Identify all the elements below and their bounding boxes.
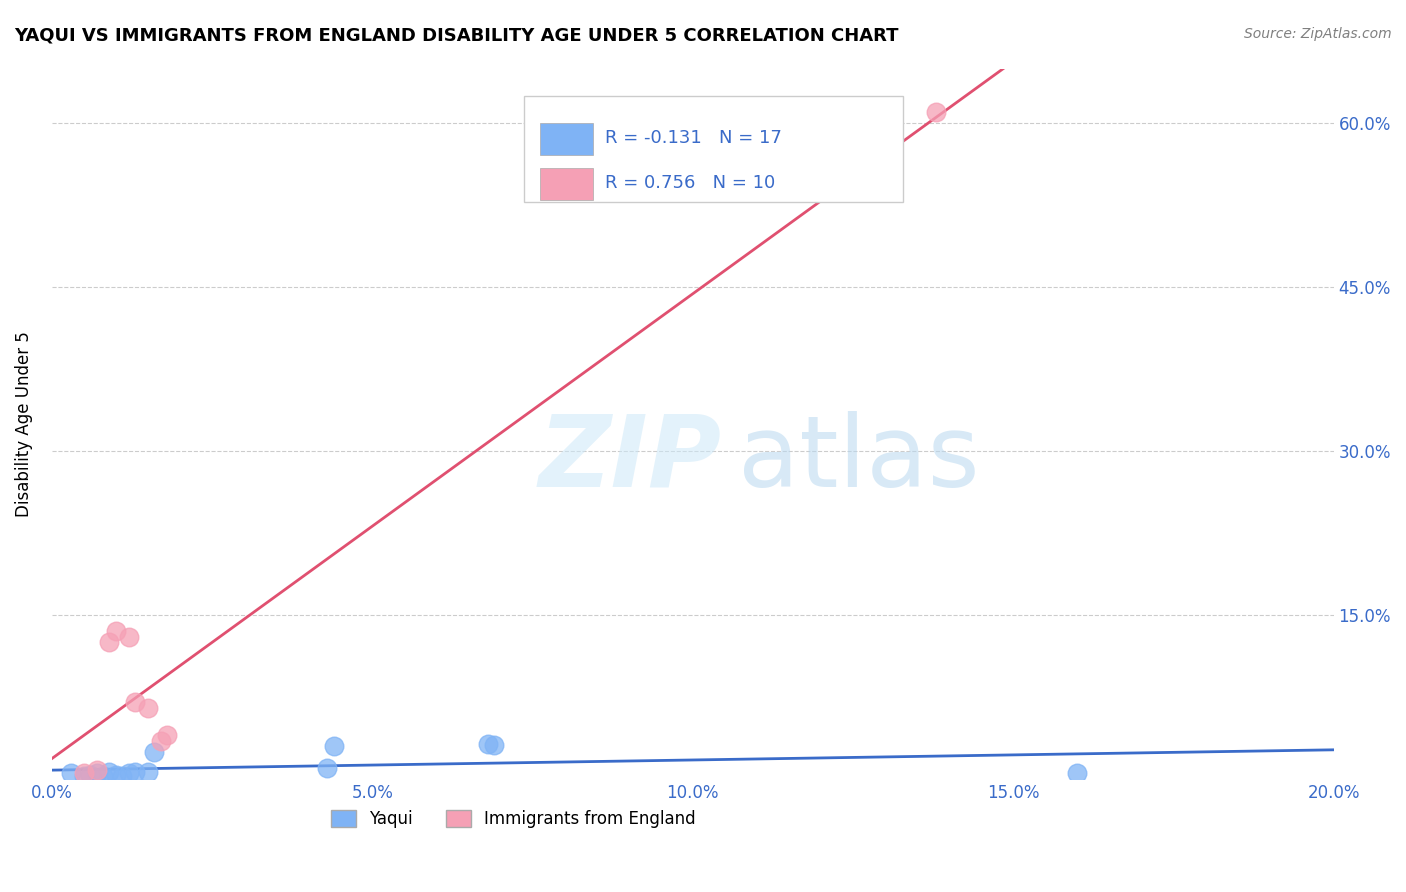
Point: [482, 738, 505, 752]
Point: [156, 728, 179, 742]
Point: [91, 769, 114, 783]
Point: [143, 745, 166, 759]
Text: YAQUI VS IMMIGRANTS FROM ENGLAND DISABILITY AGE UNDER 5 CORRELATION CHART: YAQUI VS IMMIGRANTS FROM ENGLAND DISABIL…: [14, 27, 898, 45]
Text: R = 0.756   N = 10: R = 0.756 N = 10: [605, 174, 775, 192]
Point: [79, 767, 101, 781]
Legend: Yaqui, Immigrants from England: Yaqui, Immigrants from England: [323, 803, 703, 835]
Point: [98, 765, 121, 780]
Point: [73, 766, 96, 780]
Y-axis label: Disability Age Under 5: Disability Age Under 5: [15, 331, 32, 516]
Point: [477, 737, 499, 751]
Point: [136, 765, 159, 780]
Point: [124, 765, 146, 780]
Point: [86, 766, 108, 780]
Point: [59, 766, 82, 780]
Point: [118, 630, 141, 644]
Point: [124, 695, 146, 709]
Text: ZIP: ZIP: [538, 410, 721, 508]
Point: [104, 767, 127, 781]
Text: atlas: atlas: [738, 410, 979, 508]
Point: [118, 766, 141, 780]
Point: [1066, 766, 1088, 780]
Text: Source: ZipAtlas.com: Source: ZipAtlas.com: [1244, 27, 1392, 41]
Point: [925, 105, 948, 120]
Point: [136, 701, 159, 715]
Point: [111, 769, 134, 783]
Point: [322, 739, 344, 753]
Point: [98, 635, 121, 649]
Point: [86, 763, 108, 777]
Point: [149, 733, 172, 747]
Point: [316, 761, 339, 775]
Text: R = -0.131   N = 17: R = -0.131 N = 17: [605, 129, 782, 147]
Point: [104, 624, 127, 639]
Point: [73, 769, 96, 783]
